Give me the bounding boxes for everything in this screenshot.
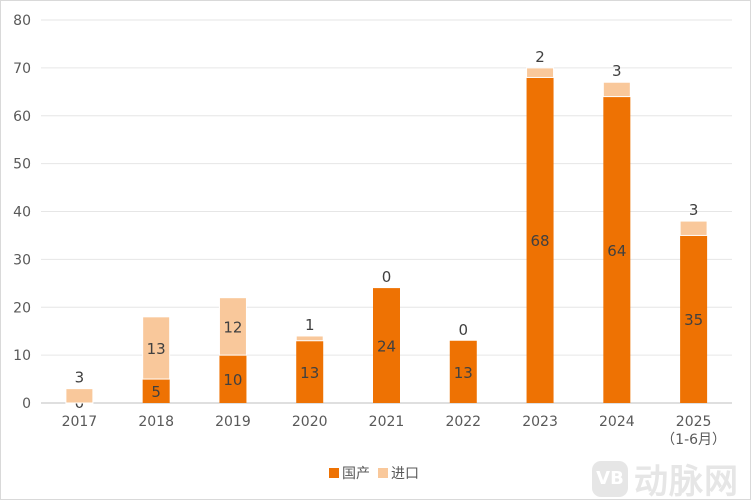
bar-segment-domestic [449, 340, 477, 403]
bar-segment-domestic [526, 77, 554, 403]
data-label: 3 [689, 201, 699, 219]
bar-segment-domestic [680, 235, 708, 403]
x-tick-label: 2022 [445, 414, 481, 430]
watermark-text: 动脉网 [634, 462, 739, 500]
bar-segment-domestic [373, 288, 400, 403]
y-tick-label: 80 [13, 13, 31, 29]
bar-segment-domestic [296, 340, 324, 403]
bar-segment-domestic [142, 379, 170, 403]
legend-swatch [378, 468, 388, 478]
data-label: 3 [612, 62, 622, 80]
legend-swatch [329, 468, 339, 478]
y-tick-label: 70 [13, 61, 31, 77]
legend: 国产 进口 [329, 463, 419, 483]
legend-item-domestic: 国产 [329, 463, 370, 483]
data-label: 12 [223, 318, 242, 336]
x-tick-label: 2024 [599, 414, 635, 430]
data-label: 64 [607, 242, 626, 260]
x-tick-label: 2018 [138, 414, 174, 430]
x-tick-label: 2017 [62, 414, 98, 430]
legend-item-import: 进口 [378, 463, 419, 483]
x-tick-label: 2023 [522, 414, 558, 430]
x-tick-label: 2021 [369, 414, 405, 430]
y-tick-label: 60 [13, 109, 31, 125]
y-tick-label: 50 [13, 157, 31, 173]
x-tick-label: （1-6月） [661, 432, 726, 448]
data-label: 3 [75, 369, 85, 387]
data-label: 5 [151, 383, 161, 401]
data-label: 13 [454, 364, 473, 382]
y-tick-label: 30 [13, 252, 31, 268]
y-tick-label: 20 [13, 300, 31, 316]
y-tick-label: 40 [13, 205, 31, 221]
bar-segment-domestic [219, 355, 247, 403]
data-label: 10 [223, 371, 242, 389]
watermark-logo: VB 动脉网 [592, 454, 739, 500]
x-tick-label: 2020 [292, 414, 328, 430]
data-label: 2 [535, 48, 545, 66]
data-label: 35 [684, 311, 703, 329]
bar-segment-import [526, 67, 555, 78]
data-label: 13 [300, 364, 319, 382]
y-tick-label: 10 [13, 348, 31, 364]
data-label: 0 [382, 268, 392, 286]
data-label: 1 [305, 316, 315, 334]
logo-icon: VB [592, 460, 628, 497]
bar-segment-import [142, 316, 171, 380]
x-tick-label: 2019 [215, 414, 251, 430]
y-tick-label: 0 [22, 396, 31, 412]
bar-segment-import [65, 388, 94, 404]
data-label: 0 [459, 321, 469, 339]
data-label: 24 [377, 338, 396, 356]
bar-segment-import [602, 81, 631, 98]
bar-segment-import [218, 297, 247, 356]
x-tick-label: 2025 [676, 414, 712, 430]
bar-segment-import [679, 220, 708, 236]
data-label: 13 [147, 340, 166, 358]
bar-segment-domestic [603, 96, 631, 403]
data-label: 68 [531, 232, 550, 250]
bar-segment-import [295, 335, 324, 342]
